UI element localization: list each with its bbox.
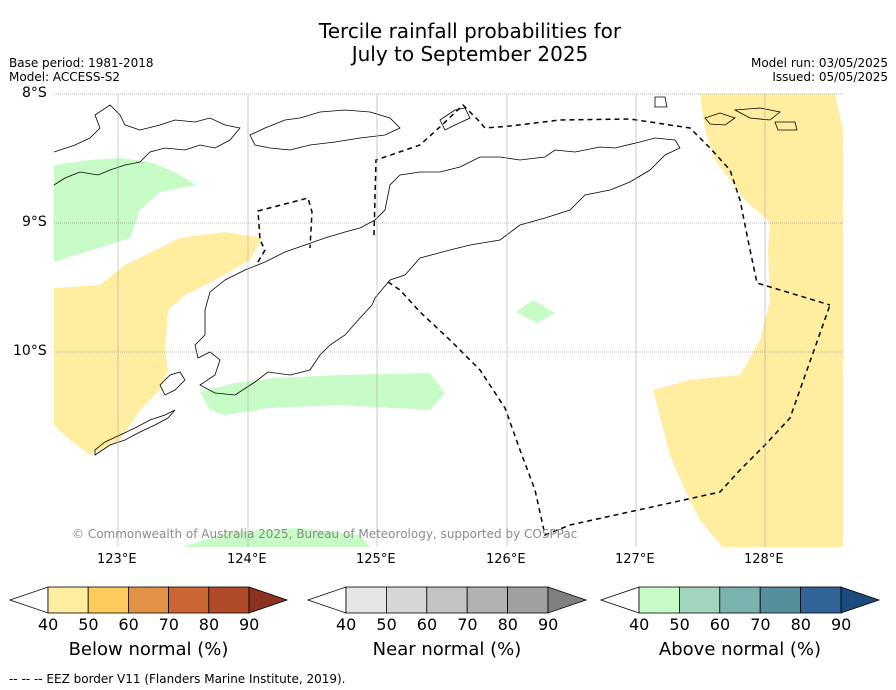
near-normal-colorbar-tick: 50 (376, 615, 397, 634)
below-normal-colorbar-segment (47, 586, 89, 614)
map-title: Tercile rainfall probabilities for July … (0, 20, 896, 66)
flores-coastline (54, 104, 241, 186)
near-normal-colorbar-tick: 70 (457, 615, 478, 634)
above-normal-colorbar-segment (719, 586, 761, 614)
above-normal-colorbar (599, 586, 881, 614)
above-normal-colorbar-segment (800, 586, 842, 614)
below-normal-colorbar-title: Below normal (%) (68, 639, 229, 660)
colorbars (8, 586, 881, 614)
eastern-islands-coastline (654, 96, 798, 131)
above-normal-regions (54, 158, 555, 547)
lon-label-126e: 126°E (486, 552, 526, 567)
map-area (54, 94, 843, 547)
eez-border (257, 103, 831, 537)
above-normal-colorbar-segment (759, 586, 802, 614)
alor-coastline (249, 109, 401, 151)
below-normal-colorbar-segment (208, 586, 250, 614)
above-normal-colorbar-title: Above normal (%) (658, 639, 822, 660)
near-normal-colorbar-segment (426, 586, 468, 614)
below-normal-colorbar-segment (168, 586, 210, 614)
title-line-2: July to September 2025 (351, 42, 589, 66)
above-normal-colorbar-tick: 40 (629, 615, 650, 634)
rote-coastline (159, 371, 186, 396)
below-normal-colorbar-tick: 90 (239, 615, 260, 634)
issued-date: Issued: 05/05/2025 (772, 70, 888, 84)
below-normal-colorbar-segment (87, 586, 129, 614)
near-normal-colorbar-title: Near normal (%) (372, 639, 522, 660)
lat-label-9s: 9°S (22, 214, 47, 230)
near-normal-colorbar-tick: 90 (538, 615, 559, 634)
above-normal-colorbar-tick: 80 (790, 615, 811, 634)
timor-coastline (194, 137, 681, 396)
near-normal-colorbar-low-extend (306, 586, 347, 614)
below-normal-colorbar-low-extend (8, 586, 49, 614)
above-normal-colorbar-tick: 70 (750, 615, 771, 634)
below-normal-colorbar-tick: 70 (158, 615, 179, 634)
wetar-coastline (439, 107, 471, 131)
above-normal-colorbar-segment (679, 586, 721, 614)
above-normal-region-northwest (54, 158, 196, 262)
lon-label-128e: 128°E (744, 552, 784, 567)
below-normal-colorbar-high-extend (248, 586, 289, 614)
lat-label-8s: 8°S (22, 85, 47, 101)
gridlines (54, 93, 843, 353)
model-name: Model: ACCESS-S2 (9, 70, 121, 84)
below-normal-colorbar-tick: 40 (38, 615, 59, 634)
eez-border-south (387, 281, 831, 537)
below-normal-colorbar-tick: 60 (118, 615, 139, 634)
below-normal-colorbar-tick: 50 (78, 615, 99, 634)
above-normal-colorbar-tick: 50 (669, 615, 690, 634)
above-normal-region-small (516, 300, 555, 323)
lon-label-127e: 127°E (615, 552, 655, 567)
above-normal-region-south (182, 528, 370, 547)
near-normal-colorbar-segment (345, 586, 387, 614)
title-line-1: Tercile rainfall probabilities for (318, 19, 622, 43)
near-normal-colorbar-high-extend (547, 586, 588, 614)
near-normal-colorbar-tick: 40 (336, 615, 357, 634)
gridlines-lon (117, 94, 766, 547)
model-run: Model run: 03/05/2025 (750, 56, 888, 70)
eez-footnote: -- -- -- EEZ border V11 (Flanders Marine… (9, 672, 346, 686)
below-normal-colorbar (8, 586, 289, 614)
below-normal-colorbar-tick: 80 (198, 615, 220, 634)
below-normal-region-east (653, 94, 843, 547)
copyright-text: © Commonwealth of Australia 2025, Bureau… (72, 527, 578, 541)
near-normal-colorbar-segment (507, 586, 549, 614)
near-normal-colorbar-segment (466, 586, 509, 614)
below-normal-region-west (54, 232, 262, 455)
above-normal-colorbar-tick: 90 (831, 615, 852, 634)
meta-left: Base period: 1981-2018 Model: ACCESS-S2 (9, 56, 154, 84)
above-normal-region-central (200, 373, 445, 415)
sawu-coastline (94, 409, 176, 456)
near-normal-colorbar-segment (385, 586, 428, 614)
above-normal-colorbar-segment (638, 586, 680, 614)
lon-label-123e: 123°E (97, 552, 137, 567)
lon-label-124e: 124°E (227, 552, 267, 567)
meta-right: Model run: 03/05/2025 Issued: 05/05/2025 (751, 56, 888, 84)
coastlines (54, 96, 798, 456)
near-normal-colorbar-tick: 60 (416, 615, 438, 634)
below-normal-colorbar-segment (127, 586, 169, 614)
above-normal-colorbar-high-extend (840, 586, 881, 614)
near-normal-colorbar-tick: 80 (497, 615, 518, 634)
near-normal-colorbar (306, 586, 588, 614)
above-normal-colorbar-low-extend (599, 586, 640, 614)
above-normal-colorbar-tick: 60 (709, 615, 731, 634)
base-period: Base period: 1981-2018 (9, 56, 154, 70)
lat-label-10s: 10°S (13, 343, 47, 359)
below-normal-regions (54, 94, 843, 547)
lon-label-125e: 125°E (356, 552, 396, 567)
eez-border-west (257, 197, 313, 263)
